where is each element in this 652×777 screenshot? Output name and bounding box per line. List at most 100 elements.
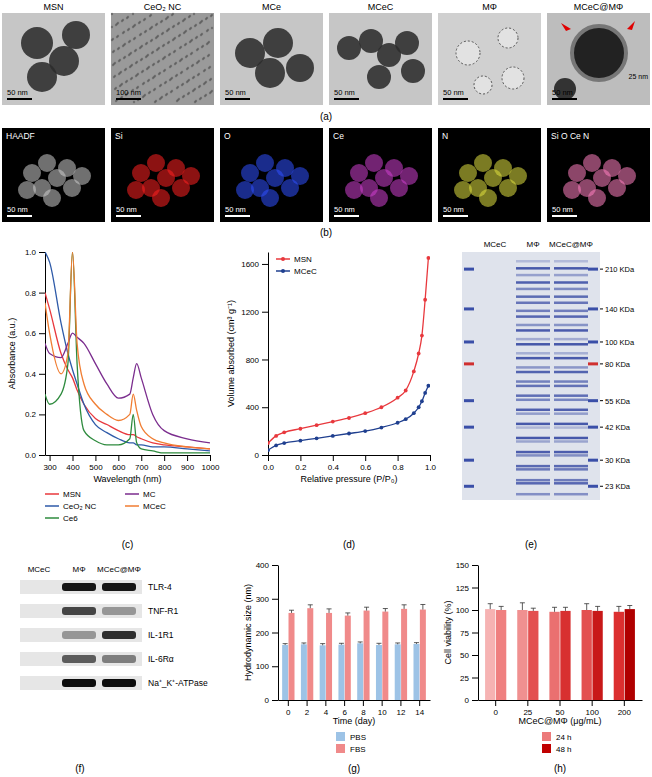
x-axis-title: Time (day) bbox=[333, 716, 376, 726]
nanocrystal bbox=[144, 94, 146, 96]
marker-label: 42 KDa bbox=[605, 423, 631, 432]
nanocrystal bbox=[206, 17, 208, 19]
data-point bbox=[299, 439, 303, 443]
data-point bbox=[420, 334, 424, 338]
protein-band bbox=[516, 274, 550, 277]
nanocrystal bbox=[180, 46, 182, 48]
nanocrystal bbox=[157, 61, 159, 63]
arrow bbox=[627, 21, 635, 30]
panel-f: MCeCMΦMCeC@MΦTLR-4TNF-R1IL-1R1IL-6RαNa⁺_… bbox=[20, 565, 208, 774]
nanocrystal bbox=[204, 69, 206, 71]
scale-bar bbox=[225, 98, 250, 100]
y-axis: 0100200300400 bbox=[256, 561, 279, 705]
nanocrystal bbox=[200, 34, 202, 36]
nanocrystal bbox=[113, 50, 115, 52]
legend-label: Ce6 bbox=[63, 514, 78, 523]
data-point bbox=[363, 411, 367, 415]
row-label: IL-6Rα bbox=[148, 654, 174, 664]
scale-bar bbox=[7, 215, 32, 217]
element-signal bbox=[43, 189, 61, 207]
data-point bbox=[347, 416, 351, 420]
y-axis-tick-mark bbox=[262, 455, 268, 456]
error-bar-stem bbox=[629, 606, 630, 610]
nanocrystal bbox=[196, 36, 198, 38]
plot-area bbox=[268, 256, 430, 452]
legend-swatch bbox=[45, 517, 59, 519]
error-bar-cap bbox=[531, 608, 536, 609]
marker-band bbox=[464, 426, 474, 429]
protein-band bbox=[516, 281, 550, 284]
tem-image: 50 nm bbox=[438, 13, 541, 105]
gel-background bbox=[462, 252, 600, 500]
nanocrystal bbox=[186, 55, 188, 57]
nanocrystal bbox=[134, 37, 136, 39]
nanocrystal bbox=[162, 32, 164, 34]
legend-label: MC bbox=[143, 490, 156, 499]
nanocrystal bbox=[143, 82, 145, 84]
nanocrystal bbox=[150, 27, 152, 29]
y-axis-tick-label: 0.0 bbox=[25, 451, 37, 460]
x-axis-tick-label: 400 bbox=[66, 463, 80, 472]
x-axis-tick-mark bbox=[141, 455, 142, 461]
marker-label: 80 KDa bbox=[605, 360, 631, 369]
image-background bbox=[547, 128, 650, 222]
vesicle bbox=[456, 41, 480, 65]
protein-band bbox=[516, 426, 550, 429]
x-axis-tick: 2 bbox=[305, 700, 310, 717]
protein-band bbox=[516, 465, 550, 468]
tem-image: 50 nm bbox=[220, 13, 323, 105]
protein-band bbox=[554, 451, 588, 454]
panel-label: (e) bbox=[525, 539, 537, 550]
row-label: TNF-R1 bbox=[148, 606, 178, 616]
error-bar bbox=[616, 606, 621, 611]
nanocrystal bbox=[163, 70, 165, 72]
element-signal bbox=[241, 164, 259, 182]
image-title: MCeC bbox=[368, 2, 394, 12]
legend-marker bbox=[281, 257, 285, 261]
nanocrystal bbox=[145, 30, 147, 32]
nanocrystal bbox=[159, 72, 161, 74]
error-bar-cap bbox=[376, 643, 381, 644]
data-point bbox=[363, 429, 367, 433]
marker-tick bbox=[600, 486, 603, 487]
lane-label: MΦ bbox=[72, 565, 85, 574]
element-signal bbox=[370, 189, 388, 207]
blot-band bbox=[102, 655, 136, 663]
nanocrystal bbox=[193, 89, 195, 91]
x-axis-tick-mark bbox=[164, 455, 165, 461]
marker-tick bbox=[600, 427, 603, 428]
nanocrystal bbox=[155, 37, 157, 39]
nanocrystal bbox=[148, 92, 150, 94]
nanocrystal bbox=[147, 80, 149, 82]
data-point bbox=[404, 417, 408, 421]
legend: MSNCeO₂ NCCe6MCMCeC bbox=[45, 490, 166, 523]
x-axis-tick: 4 bbox=[324, 700, 329, 717]
y-axis-tick: 150 bbox=[456, 561, 478, 570]
nanocrystal bbox=[173, 38, 175, 40]
legend-label: 24 h bbox=[556, 733, 572, 742]
element-signal bbox=[291, 167, 309, 185]
y-axis-line bbox=[268, 253, 269, 456]
element-signal bbox=[152, 189, 170, 207]
error-bar-stem bbox=[586, 604, 587, 610]
bar bbox=[592, 611, 602, 700]
nanocrystal bbox=[182, 83, 184, 85]
error-bar bbox=[402, 605, 407, 609]
nanocrystal bbox=[128, 28, 130, 30]
protein-band bbox=[516, 437, 550, 440]
nanocrystal bbox=[141, 45, 143, 47]
marker-band bbox=[464, 459, 474, 462]
error-bar-cap bbox=[395, 642, 400, 643]
element-signal bbox=[365, 154, 383, 172]
blot-band bbox=[62, 583, 96, 591]
nanocrystal bbox=[167, 29, 169, 31]
legend-label: FBS bbox=[350, 745, 366, 754]
x-axis-tick-mark bbox=[560, 700, 561, 706]
image-title: HAADF bbox=[6, 131, 35, 141]
error-bar bbox=[339, 643, 344, 644]
marker-label: 210 KDa bbox=[605, 265, 635, 274]
nanocrystal bbox=[181, 71, 183, 73]
bar bbox=[289, 613, 295, 700]
protein-band bbox=[516, 338, 550, 341]
element-signal bbox=[127, 181, 145, 199]
